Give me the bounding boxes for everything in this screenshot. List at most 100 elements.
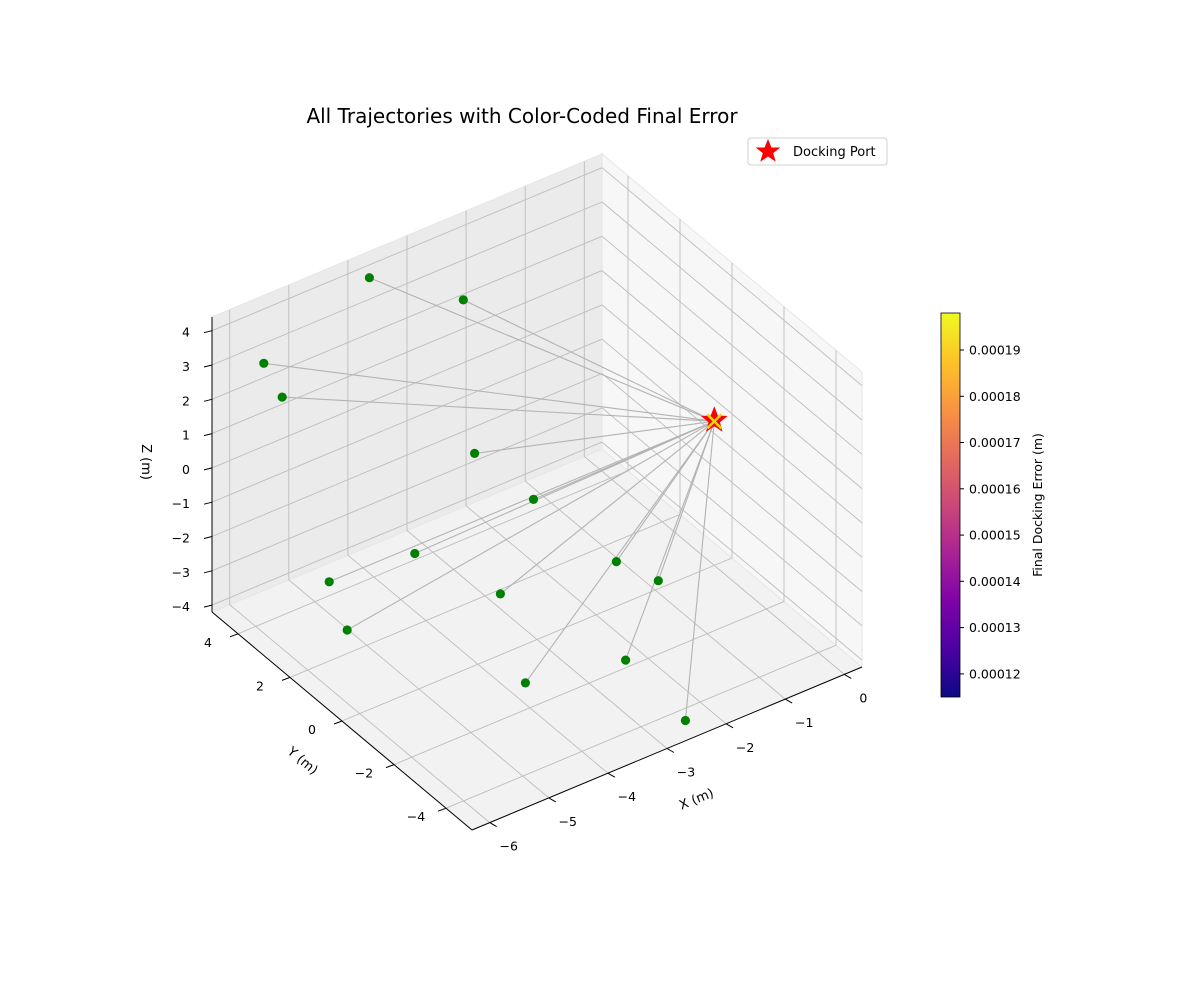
x-tick-mark xyxy=(784,698,793,704)
docking-port-star xyxy=(701,406,728,432)
y-tick-label: 0 xyxy=(308,722,316,737)
grid-line-z-left-wall xyxy=(211,201,603,366)
z-tick-label: −3 xyxy=(172,565,190,580)
start-point xyxy=(653,576,663,586)
trajectory-line xyxy=(533,420,715,500)
z-tick-mark xyxy=(203,433,213,437)
grid-line-z-right-wall xyxy=(601,167,863,387)
grid-line-z-right-wall xyxy=(601,235,863,455)
trajectory-line xyxy=(500,420,715,595)
start-point xyxy=(611,557,622,567)
start-point xyxy=(470,448,480,458)
x-tick-label: −4 xyxy=(618,789,636,804)
grid-line-z-right-wall xyxy=(601,373,863,592)
colorbar-tick-label: 0.00013 xyxy=(969,620,1021,635)
z-tick-label: 1 xyxy=(182,428,190,443)
legend-label-docking-port: Docking Port xyxy=(793,145,876,160)
grid-line-z-right-wall xyxy=(601,304,863,524)
trajectory-line xyxy=(263,362,715,422)
colorbar-ticks: 0.00012 0.00013 0.00014 0.00015 0.00016 0.000… xyxy=(960,343,1021,681)
chart-title: All Trajectories with Color-Coded Final … xyxy=(306,104,738,128)
grid-line-y-floor xyxy=(393,601,785,766)
x-tick-label: −1 xyxy=(795,715,813,730)
start-point xyxy=(528,494,539,504)
y-axis-label: Y (m) xyxy=(283,744,320,779)
start-point xyxy=(458,295,468,305)
grid-line-y-floor xyxy=(341,557,733,722)
colorbar-label: Final Docking Error (m) xyxy=(1030,433,1045,577)
z-tick-label: 2 xyxy=(182,393,190,408)
z-tick-mark xyxy=(203,536,213,539)
grid-line-z-left-wall xyxy=(211,304,603,469)
y-tick-mark xyxy=(385,764,395,769)
z-tick-mark xyxy=(203,604,213,608)
trajectory-line xyxy=(625,421,715,661)
trajectory-line xyxy=(282,396,715,422)
y-tick-label: 2 xyxy=(256,678,264,693)
start-point xyxy=(410,548,420,559)
start-point xyxy=(680,715,691,726)
x-tick-mark xyxy=(725,723,734,729)
z-tick-mark xyxy=(203,501,213,505)
z-tick-label: −1 xyxy=(172,496,190,511)
trajectory-line xyxy=(524,420,715,684)
x-tick-mark xyxy=(607,772,616,778)
docking-port-cross xyxy=(706,413,723,430)
grid-line-z-right-wall xyxy=(601,441,863,661)
colorbar-tick-label: 0.00014 xyxy=(969,574,1021,589)
x-tick-label: −6 xyxy=(499,839,517,854)
x-tick-mark xyxy=(489,822,497,828)
y-tick-label: 4 xyxy=(204,635,212,650)
y-tick-mark xyxy=(333,720,343,725)
grid-line-y-floor xyxy=(445,644,837,809)
colorbar: 0.00012 0.00013 0.00014 0.00015 0.00016 0.000… xyxy=(940,312,1045,698)
x-tick-mark xyxy=(666,748,675,753)
docking-port-marker xyxy=(701,406,728,432)
grid-line-z-left-wall xyxy=(211,407,603,572)
y-tick-label: −2 xyxy=(355,766,373,781)
trajectory-line xyxy=(684,421,715,721)
grid-line-z-right-wall xyxy=(601,270,863,489)
x-tick-label: −3 xyxy=(677,765,695,780)
x-tick-mark xyxy=(844,673,852,679)
start-point xyxy=(277,392,287,402)
trajectory-line xyxy=(463,299,715,422)
trajectory-line xyxy=(474,420,715,454)
colorbar-tick-label: 0.00016 xyxy=(969,481,1021,496)
grid-line-z-right-wall xyxy=(601,407,863,627)
grid-line-z-left-wall xyxy=(211,373,603,537)
colorbar-tick-label: 0.00012 xyxy=(969,666,1021,681)
y-tick-mark xyxy=(281,676,291,681)
z-tick-label: 3 xyxy=(182,359,190,374)
start-point xyxy=(259,358,269,368)
z-tick-mark xyxy=(203,467,213,471)
colorbar-tick-label: 0.00019 xyxy=(969,343,1021,358)
trajectory-line xyxy=(346,420,715,631)
grid-line-z-left-wall xyxy=(211,167,603,332)
grid-line-z-left-wall xyxy=(211,338,603,503)
y-tick-mark xyxy=(437,807,447,812)
colorbar-tick-label: 0.00017 xyxy=(969,435,1021,450)
z-tick-mark xyxy=(203,570,213,574)
z-tick-mark xyxy=(203,364,213,368)
z-tick-mark xyxy=(203,330,213,334)
x-tick-label: −2 xyxy=(736,740,754,755)
start-point xyxy=(342,625,352,635)
start-point xyxy=(495,589,505,599)
legend: Docking Port xyxy=(747,137,888,166)
x-axis-label: X (m) xyxy=(677,786,716,813)
colorbar-tick-label: 0.00018 xyxy=(969,389,1021,404)
start-point xyxy=(364,273,374,283)
start-point xyxy=(324,577,334,587)
axes-grid xyxy=(211,161,863,823)
z-tick-label: −4 xyxy=(172,599,190,614)
start-points xyxy=(259,273,691,726)
trajectory-line xyxy=(328,420,715,583)
grid-line-z-left-wall xyxy=(211,235,603,400)
trajectory-lines xyxy=(263,277,715,721)
grid-line-z-right-wall xyxy=(601,201,863,421)
x-tick-label: −5 xyxy=(559,814,577,829)
z-tick-label: 0 xyxy=(182,462,190,477)
z-tick-mark xyxy=(203,398,213,402)
